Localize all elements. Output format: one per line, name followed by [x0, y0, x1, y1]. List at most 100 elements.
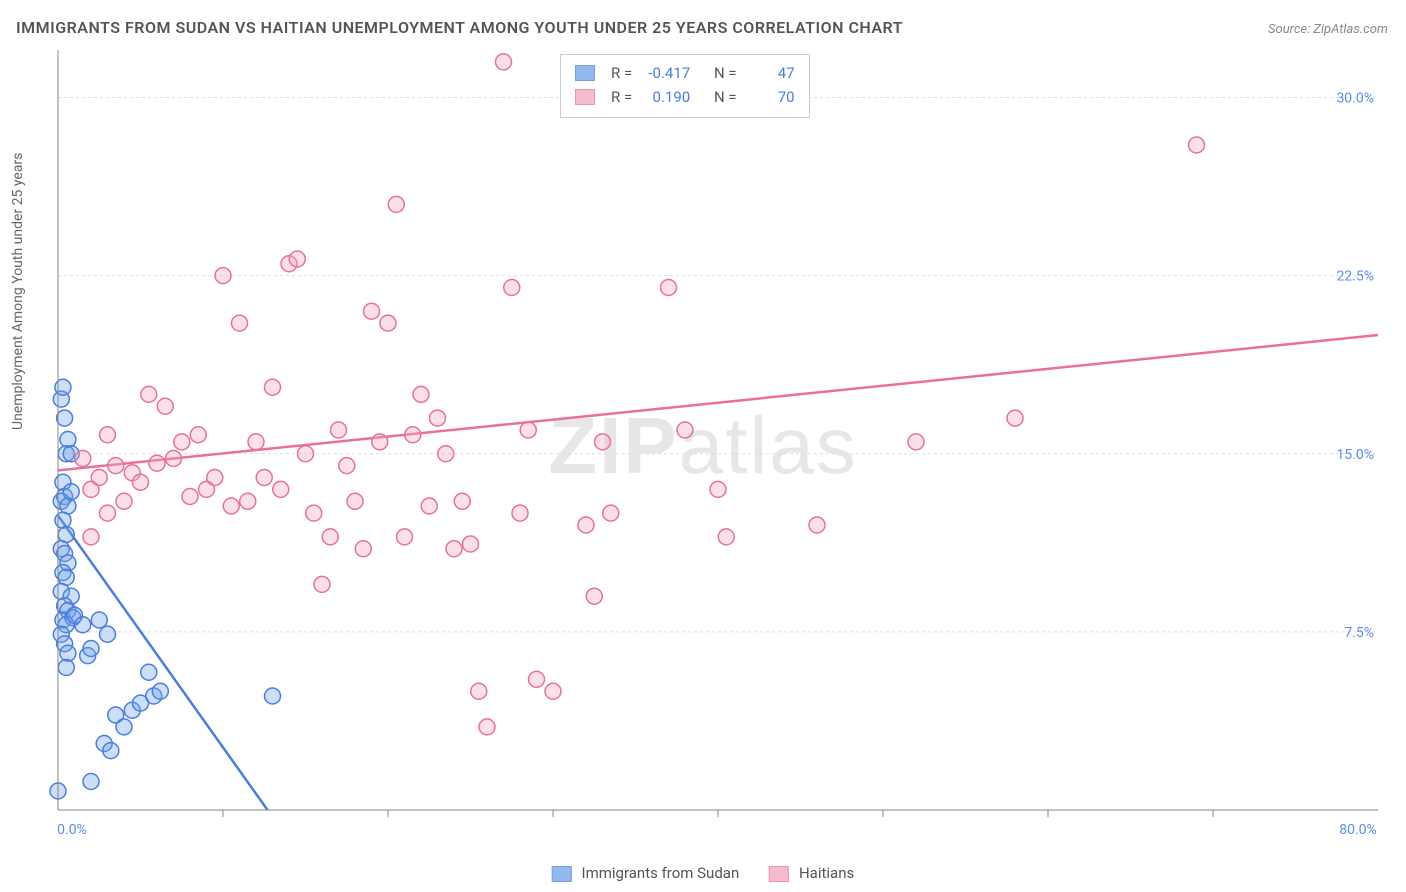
data-point	[91, 470, 107, 486]
data-point	[83, 529, 99, 545]
data-point	[331, 422, 347, 438]
data-point	[405, 427, 421, 443]
data-point	[57, 410, 73, 426]
data-point	[223, 498, 239, 514]
data-point	[157, 398, 173, 414]
data-point	[718, 529, 734, 545]
n-label: N =	[714, 61, 737, 85]
legend-item-2: Haitians	[769, 864, 854, 882]
data-point	[504, 280, 520, 296]
swatch-series-1-bottom	[552, 866, 572, 882]
data-point	[273, 481, 289, 497]
data-point	[182, 489, 198, 505]
data-point	[58, 660, 74, 676]
data-point	[595, 434, 611, 450]
data-point	[603, 505, 619, 521]
stats-row-series-1: R = -0.417 N = 47	[575, 61, 795, 85]
data-point	[661, 280, 677, 296]
data-point	[60, 432, 76, 448]
data-point	[100, 427, 116, 443]
data-point	[397, 529, 413, 545]
data-point	[380, 315, 396, 331]
data-point	[63, 484, 79, 500]
data-point	[347, 493, 363, 509]
data-point	[207, 470, 223, 486]
data-point	[1007, 410, 1023, 426]
svg-text:7.5%: 7.5%	[1344, 625, 1374, 641]
legend-label-2: Haitians	[799, 864, 854, 882]
data-point	[103, 743, 119, 759]
data-point	[75, 451, 91, 467]
data-point	[149, 455, 165, 471]
data-point	[545, 683, 561, 699]
data-point	[463, 536, 479, 552]
data-point	[141, 664, 157, 680]
data-point	[578, 517, 594, 533]
data-point	[413, 386, 429, 402]
data-point	[152, 683, 168, 699]
data-point	[446, 541, 462, 557]
data-point	[512, 505, 528, 521]
data-point	[174, 434, 190, 450]
data-point	[248, 434, 264, 450]
data-point	[322, 529, 338, 545]
r-value-2: 0.190	[642, 85, 690, 109]
data-point	[116, 493, 132, 509]
source-attribution: Source: ZipAtlas.com	[1268, 22, 1388, 37]
data-point	[471, 683, 487, 699]
swatch-series-2-bottom	[769, 866, 789, 882]
data-point	[289, 251, 305, 267]
data-point	[190, 427, 206, 443]
data-point	[479, 719, 495, 735]
swatch-series-2	[575, 89, 595, 105]
data-point	[108, 458, 124, 474]
r-value-1: -0.417	[642, 61, 690, 85]
data-point	[116, 719, 132, 735]
data-point	[454, 493, 470, 509]
legend-item-1: Immigrants from Sudan	[552, 864, 739, 882]
data-point	[298, 446, 314, 462]
svg-text:22.5%: 22.5%	[1336, 269, 1374, 285]
bottom-legend: Immigrants from Sudan Haitians	[552, 864, 854, 882]
data-point	[908, 434, 924, 450]
data-point	[1189, 137, 1205, 153]
n-value-1: 47	[747, 61, 795, 85]
data-point	[75, 617, 91, 633]
chart-title: IMMIGRANTS FROM SUDAN VS HAITIAN UNEMPLO…	[16, 18, 903, 37]
data-point	[388, 196, 404, 212]
legend-label-1: Immigrants from Sudan	[582, 864, 740, 882]
data-point	[100, 626, 116, 642]
r-label: R =	[611, 61, 632, 85]
svg-text:80.0%: 80.0%	[1339, 822, 1377, 838]
data-point	[314, 576, 330, 592]
data-point	[529, 671, 545, 687]
data-point	[60, 645, 76, 661]
stats-row-series-2: R = 0.190 N = 70	[575, 85, 795, 109]
svg-text:15.0%: 15.0%	[1336, 447, 1374, 463]
data-point	[438, 446, 454, 462]
data-point	[100, 505, 116, 521]
data-point	[240, 493, 256, 509]
svg-text:30.0%: 30.0%	[1336, 91, 1374, 107]
data-point	[265, 379, 281, 395]
data-point	[256, 470, 272, 486]
data-point	[520, 422, 536, 438]
data-point	[83, 641, 99, 657]
svg-text:0.0%: 0.0%	[57, 822, 87, 838]
data-point	[710, 481, 726, 497]
data-point	[55, 379, 71, 395]
r-label: R =	[611, 85, 632, 109]
data-point	[339, 458, 355, 474]
data-point	[372, 434, 388, 450]
data-point	[83, 774, 99, 790]
swatch-series-1	[575, 65, 595, 81]
data-point	[91, 612, 107, 628]
correlation-stats-box: R = -0.417 N = 47 R = 0.190 N = 70	[560, 54, 810, 118]
data-point	[430, 410, 446, 426]
data-point	[586, 588, 602, 604]
data-point	[496, 54, 512, 70]
data-point	[364, 303, 380, 319]
data-point	[215, 268, 231, 284]
n-label: N =	[714, 85, 737, 109]
data-point	[55, 512, 71, 528]
